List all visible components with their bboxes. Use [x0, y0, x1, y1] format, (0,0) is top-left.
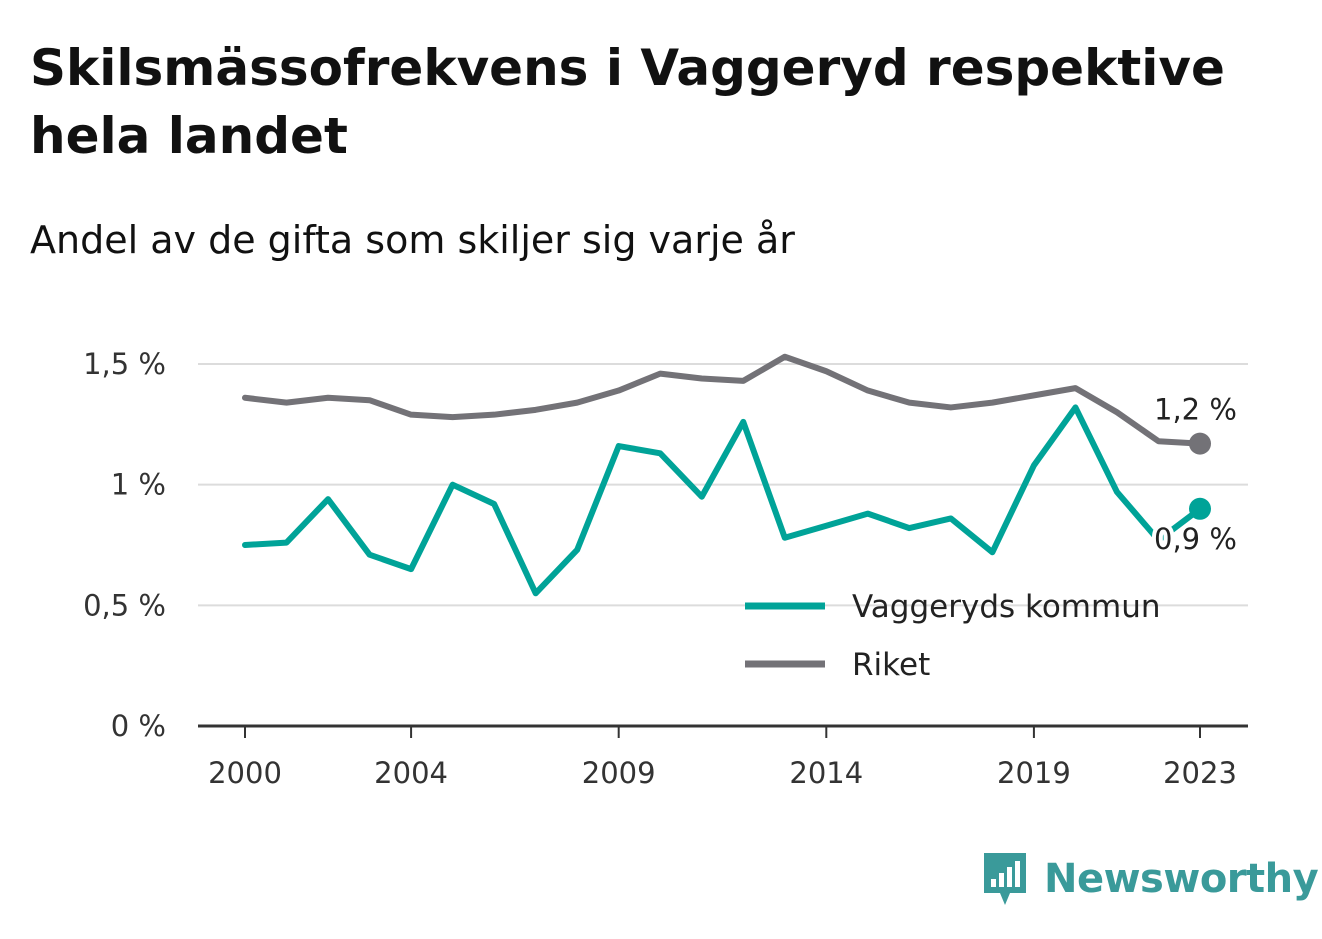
end-point [1189, 432, 1211, 455]
end-label: 0,9 % [1154, 522, 1237, 556]
brand-name: Newsworthy [1044, 856, 1319, 902]
x-tick-label: 2004 [374, 756, 448, 790]
grid-lines [198, 363, 1248, 607]
y-tick-label: 0,5 % [83, 588, 166, 622]
y-tick-label: 1,5 % [83, 347, 166, 381]
newsworthy-icon [984, 853, 1026, 905]
end-label: 1,2 % [1154, 393, 1237, 427]
legend-label: Riket [852, 647, 930, 683]
x-tick-label: 2023 [1163, 756, 1237, 790]
chart-subtitle: Andel av de gifta som skiljer sig varje … [30, 218, 795, 262]
x-tick-label: 2019 [997, 756, 1071, 790]
legend-label: Vaggeryds kommun [852, 589, 1161, 625]
series-line-vaggeryd [242, 404, 1203, 597]
end-label-halo: 0,9 % [1154, 522, 1237, 556]
y-tick-label: 0 % [111, 709, 166, 743]
x-tick-label: 2000 [208, 756, 282, 790]
newsworthy-logo: Newsworthy [980, 848, 1319, 910]
series-lines [242, 353, 1211, 597]
end-labels: 0,9 %0,9 %1,2 %1,2 % [1150, 389, 1241, 560]
end-point [1189, 497, 1211, 520]
y-tick-label: 1 % [111, 468, 166, 502]
end-label-halo: 1,2 % [1154, 393, 1237, 427]
x-tick-label: 2009 [582, 756, 656, 790]
legend: Vaggeryds kommun Riket [745, 589, 1161, 683]
x-axis: 2000 2004 2009 2014 2019 2023 [198, 724, 1248, 790]
y-axis-ticks: 0 % 0,5 % 1 % 1,5 % [83, 347, 166, 743]
series-line-riket [242, 353, 1203, 447]
x-tick-label: 2014 [789, 756, 863, 790]
chart-title: Skilsmässofrekvens i Vaggeryd respektive… [30, 39, 1225, 165]
